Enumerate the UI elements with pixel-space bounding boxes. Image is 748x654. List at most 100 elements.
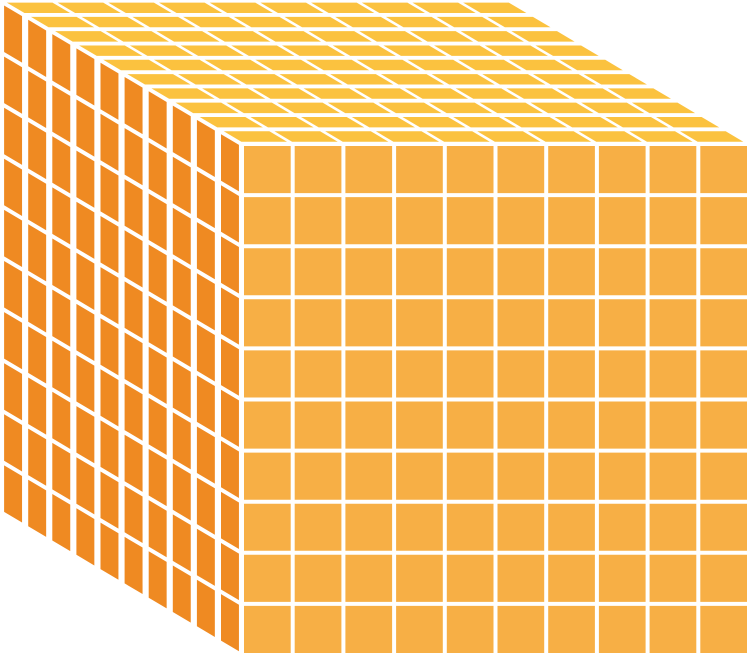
side-unit-square <box>100 62 119 120</box>
front-unit-square <box>446 248 494 296</box>
top-unit-square <box>180 45 244 56</box>
side-unit-square <box>172 514 191 572</box>
side-unit-square <box>148 551 167 609</box>
side-unit-square <box>28 326 47 384</box>
side-unit-square <box>28 428 47 486</box>
top-unit-square <box>607 88 671 99</box>
top-unit-square <box>402 116 466 128</box>
front-unit-square <box>598 248 646 296</box>
front-unit-square <box>598 503 646 551</box>
top-unit-square <box>351 116 415 128</box>
front-unit-square <box>396 605 443 653</box>
cube-front-face <box>244 146 747 653</box>
top-unit-square <box>680 131 744 142</box>
top-unit-square <box>436 16 500 28</box>
top-unit-square <box>183 16 247 28</box>
side-unit-square <box>100 164 119 223</box>
front-unit-square <box>700 452 747 500</box>
top-unit-square <box>409 31 474 42</box>
side-unit-square <box>100 267 119 325</box>
front-unit-square <box>497 350 545 398</box>
side-unit-square <box>28 224 47 282</box>
side-unit-square <box>172 412 191 470</box>
side-unit-square <box>124 128 143 186</box>
side-unit-square <box>4 209 23 268</box>
front-unit-square <box>294 605 342 653</box>
front-unit-square <box>497 503 545 551</box>
front-unit-square <box>345 503 393 551</box>
side-unit-square <box>4 261 23 319</box>
top-unit-square <box>578 131 642 142</box>
front-unit-square <box>497 605 545 653</box>
top-unit-square <box>281 45 346 56</box>
top-unit-square <box>301 116 365 128</box>
front-unit-square <box>497 146 545 194</box>
top-unit-square <box>252 88 317 99</box>
top-unit-square <box>158 2 223 14</box>
top-unit-square <box>274 131 338 142</box>
top-unit-square <box>583 74 647 85</box>
side-unit-square <box>28 122 47 180</box>
front-unit-square <box>345 248 393 296</box>
top-unit-square <box>605 116 669 128</box>
side-unit-square <box>124 434 143 492</box>
front-unit-square <box>294 401 342 449</box>
front-unit-square <box>700 146 747 194</box>
top-unit-square <box>202 88 266 99</box>
side-unit-square <box>221 134 239 192</box>
top-unit-square <box>557 88 621 99</box>
side-unit-square <box>76 150 95 208</box>
top-unit-square <box>359 31 423 42</box>
top-unit-square <box>429 102 493 114</box>
side-unit-square <box>196 324 215 382</box>
front-unit-square <box>497 401 545 449</box>
top-unit-square <box>257 31 322 42</box>
side-unit-square <box>4 158 23 216</box>
front-unit-square <box>548 503 595 551</box>
front-unit-square <box>244 299 291 347</box>
top-unit-square <box>127 74 191 85</box>
front-unit-square <box>396 350 443 398</box>
front-unit-square <box>649 299 697 347</box>
side-unit-square <box>172 310 191 368</box>
front-unit-square <box>244 248 291 296</box>
front-unit-square <box>548 350 595 398</box>
front-unit-square <box>396 503 443 551</box>
top-unit-square <box>511 31 575 42</box>
top-unit-square <box>506 88 570 99</box>
front-unit-square <box>497 248 545 296</box>
side-unit-square <box>124 536 143 595</box>
front-unit-square <box>548 248 595 296</box>
top-unit-square <box>129 45 194 56</box>
side-unit-square <box>52 494 71 552</box>
front-unit-square <box>396 248 443 296</box>
front-unit-square <box>649 401 697 449</box>
top-unit-square <box>108 2 172 14</box>
side-unit-square <box>172 258 191 317</box>
side-unit-square <box>221 491 239 550</box>
front-unit-square <box>598 197 646 245</box>
top-unit-square <box>335 16 399 28</box>
front-unit-square <box>244 350 291 398</box>
side-unit-square <box>124 383 143 441</box>
front-unit-square <box>345 197 393 245</box>
top-unit-square <box>306 59 370 71</box>
front-unit-square <box>649 605 697 653</box>
top-unit-square <box>284 16 348 28</box>
side-unit-square <box>196 477 215 535</box>
side-unit-square <box>4 414 23 472</box>
top-unit-square <box>209 2 273 14</box>
side-unit-square <box>4 312 23 370</box>
side-unit-square <box>76 48 95 106</box>
side-unit-square <box>124 281 143 339</box>
side-unit-square <box>221 440 239 498</box>
top-unit-square <box>532 74 597 85</box>
side-unit-square <box>196 222 215 280</box>
front-unit-square <box>244 452 291 500</box>
side-unit-square <box>76 355 95 413</box>
front-unit-square <box>294 197 342 245</box>
top-unit-square <box>103 59 167 71</box>
front-unit-square <box>548 401 595 449</box>
front-unit-square <box>598 554 646 602</box>
side-unit-square <box>100 113 119 171</box>
